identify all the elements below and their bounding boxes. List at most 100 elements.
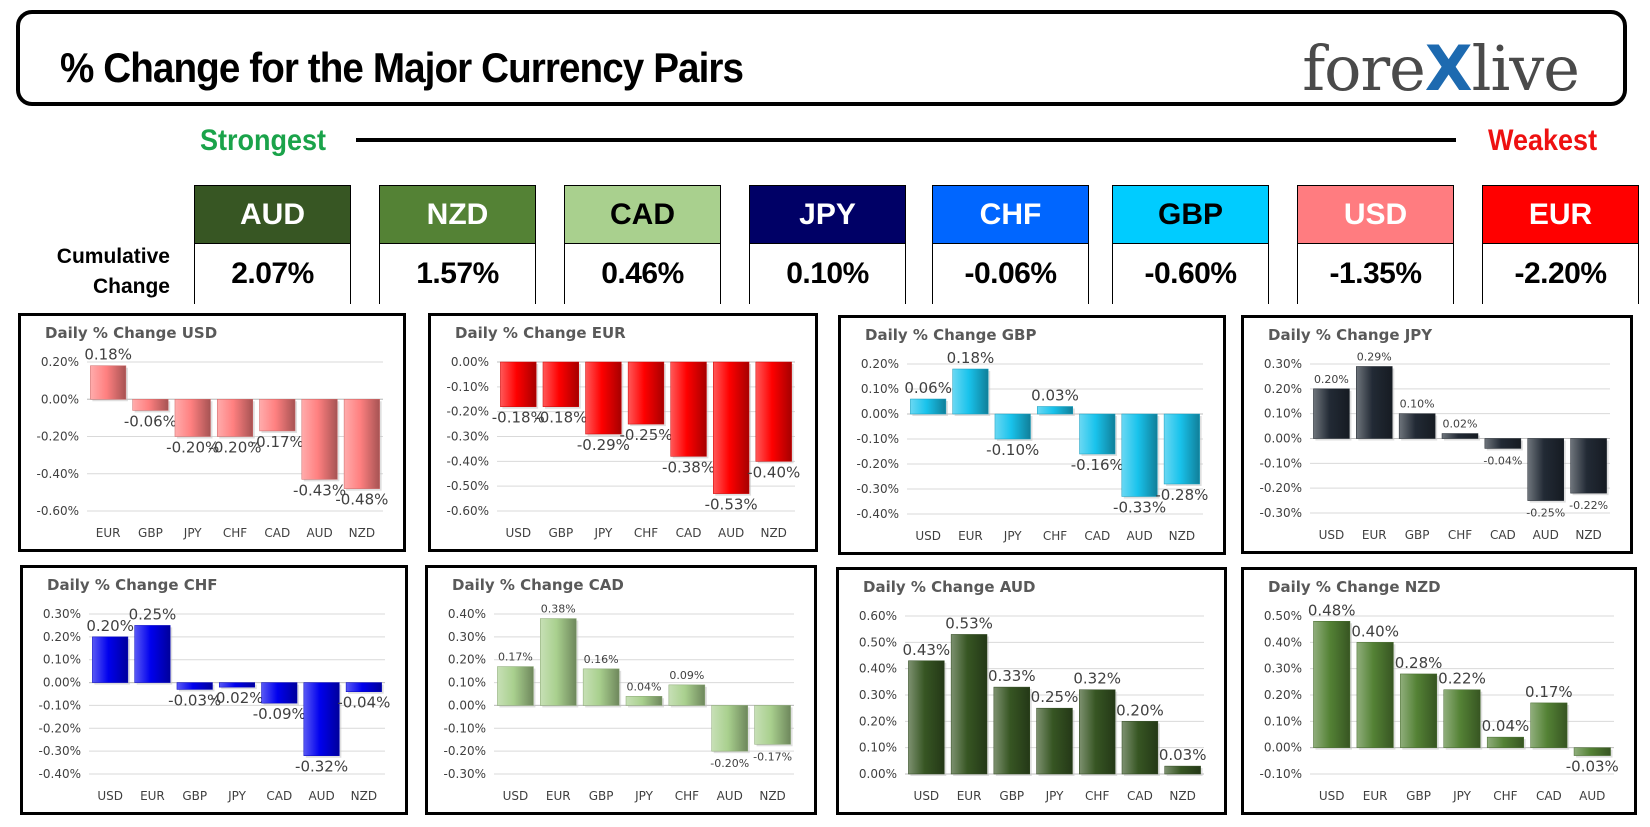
strongest-label: Strongest — [200, 124, 327, 157]
x-tick-label: JPY — [594, 526, 614, 540]
data-label: -0.43% — [293, 481, 346, 499]
chart-panel-jpy: 0.30% 0.20% 0.10% 0.00% -0.10% -0.20% -0.30% 0.… — [1241, 315, 1633, 554]
data-label: -0.04% — [337, 694, 390, 712]
bar — [1164, 765, 1201, 775]
data-label: 0.17% — [1525, 683, 1573, 701]
data-label: -0.10% — [986, 441, 1039, 459]
bar — [216, 399, 254, 437]
x-tick-label: NZD — [351, 789, 377, 803]
y-tick-label: -0.10% — [1260, 767, 1302, 781]
x-tick-label: JPY — [634, 789, 654, 803]
bar — [134, 625, 171, 683]
currency-box-jpy: JPY 0.10% — [749, 185, 906, 304]
y-tick-label: -0.10% — [447, 380, 489, 394]
currency-box-cad: CAD 0.46% — [564, 185, 721, 304]
y-tick-label: -0.20% — [447, 405, 489, 419]
x-tick-label: AUD — [1533, 528, 1559, 542]
x-tick-label: NZD — [1575, 528, 1601, 542]
strength-scale-line — [356, 138, 1456, 142]
currency-box-aud: AUD 2.07% — [194, 185, 351, 304]
currency-code: CAD — [565, 186, 720, 244]
chart-title: Daily % Change CHF — [47, 576, 218, 594]
currency-code: CHF — [933, 186, 1088, 244]
y-tick-label: -0.10% — [39, 698, 81, 712]
data-label: -0.17% — [753, 750, 792, 763]
x-tick-label: EUR — [546, 789, 571, 803]
data-label: -0.20% — [710, 757, 749, 770]
bar — [176, 682, 213, 690]
bar — [1121, 413, 1158, 497]
chart-panel-cad: 0.40% 0.30% 0.20% 0.10% 0.00% -0.10% -0.20% -0.… — [425, 565, 817, 815]
data-label: 0.09% — [669, 669, 704, 682]
x-tick-label: AUD — [1579, 789, 1605, 803]
x-tick-label: USD — [914, 789, 940, 803]
data-label: -0.03% — [1566, 758, 1619, 776]
y-tick-label: 0.10% — [1264, 714, 1302, 728]
x-tick-label: AUD — [718, 526, 744, 540]
y-tick-label: 0.00% — [861, 407, 899, 421]
y-tick-label: 0.30% — [859, 688, 897, 702]
chart-panel-aud: 0.60% 0.50% 0.40% 0.30% 0.20% 0.10% 0.00% 0.43%… — [836, 567, 1227, 815]
x-tick-label: NZD — [349, 526, 375, 540]
bar — [711, 705, 748, 752]
x-tick-label: GBP — [182, 789, 207, 803]
page-title: % Change for the Major Currency Pairs — [60, 44, 744, 91]
x-tick-label: AUD — [308, 789, 334, 803]
currency-box-gbp: GBP -0.60% — [1112, 185, 1269, 304]
data-label: 0.48% — [1308, 601, 1356, 619]
data-label: 0.18% — [84, 346, 132, 364]
bar — [755, 361, 792, 462]
bar — [952, 368, 989, 415]
bar — [582, 668, 620, 706]
y-tick-label: 0.00% — [448, 698, 486, 712]
data-label: -0.40% — [747, 463, 800, 481]
y-tick-label: -0.60% — [447, 504, 489, 518]
y-tick-label: 0.20% — [41, 355, 79, 369]
data-label: -0.18% — [534, 409, 587, 427]
chart-panel-usd: 0.20% 0.00% -0.20% -0.40% -0.60% 0.18% EUR -0.0… — [18, 313, 406, 552]
bar — [301, 399, 338, 480]
y-tick-label: 0.10% — [43, 653, 81, 667]
data-label: 0.28% — [1395, 654, 1443, 672]
x-tick-label: CAD — [1490, 528, 1516, 542]
chart-title: Daily % Change NZD — [1268, 578, 1441, 596]
bar — [343, 399, 380, 489]
x-tick-label: AUD — [717, 789, 743, 803]
data-label: -0.17% — [251, 433, 304, 451]
y-tick-label: 0.20% — [861, 357, 899, 371]
x-tick-label: USD — [505, 526, 531, 540]
bar — [910, 398, 947, 415]
y-tick-label: -0.10% — [1260, 456, 1302, 470]
y-tick-label: -0.20% — [1260, 481, 1302, 495]
data-label: 0.38% — [541, 603, 576, 616]
weakest-label: Weakest — [1488, 124, 1598, 157]
x-tick-label: CAD — [266, 789, 292, 803]
y-tick-label: 0.20% — [1264, 382, 1302, 396]
x-tick-label: EUR — [96, 526, 121, 540]
logo-text-left: fore — [1302, 32, 1426, 105]
chart-background — [1244, 570, 1634, 812]
bar — [132, 399, 169, 411]
currency-code: EUR — [1483, 186, 1638, 244]
data-label: -0.16% — [1071, 456, 1124, 474]
data-label: -0.22% — [1569, 499, 1608, 512]
bar — [625, 696, 663, 706]
currency-box-eur: EUR -2.20% — [1482, 185, 1639, 304]
bar — [1079, 413, 1116, 455]
y-tick-label: -0.30% — [1260, 506, 1302, 520]
x-tick-label: CHF — [675, 789, 699, 803]
bar — [1400, 673, 1438, 748]
bar — [1443, 689, 1481, 748]
y-tick-label: -0.20% — [444, 744, 486, 758]
bar — [303, 682, 340, 756]
y-tick-label: 0.20% — [448, 653, 486, 667]
y-tick-label: 0.30% — [43, 607, 81, 621]
chart-panel-chf: 0.30% 0.20% 0.10% 0.00% -0.10% -0.20% -0.30% -0… — [20, 565, 408, 815]
forexlive-logo: foreXlive — [1302, 32, 1580, 105]
y-tick-label: 0.30% — [1264, 662, 1302, 676]
bar — [1036, 406, 1074, 415]
bar — [218, 682, 256, 688]
bar — [1527, 438, 1564, 501]
currency-code: USD — [1298, 186, 1453, 244]
currency-cumulative-value: 0.10% — [750, 244, 905, 304]
